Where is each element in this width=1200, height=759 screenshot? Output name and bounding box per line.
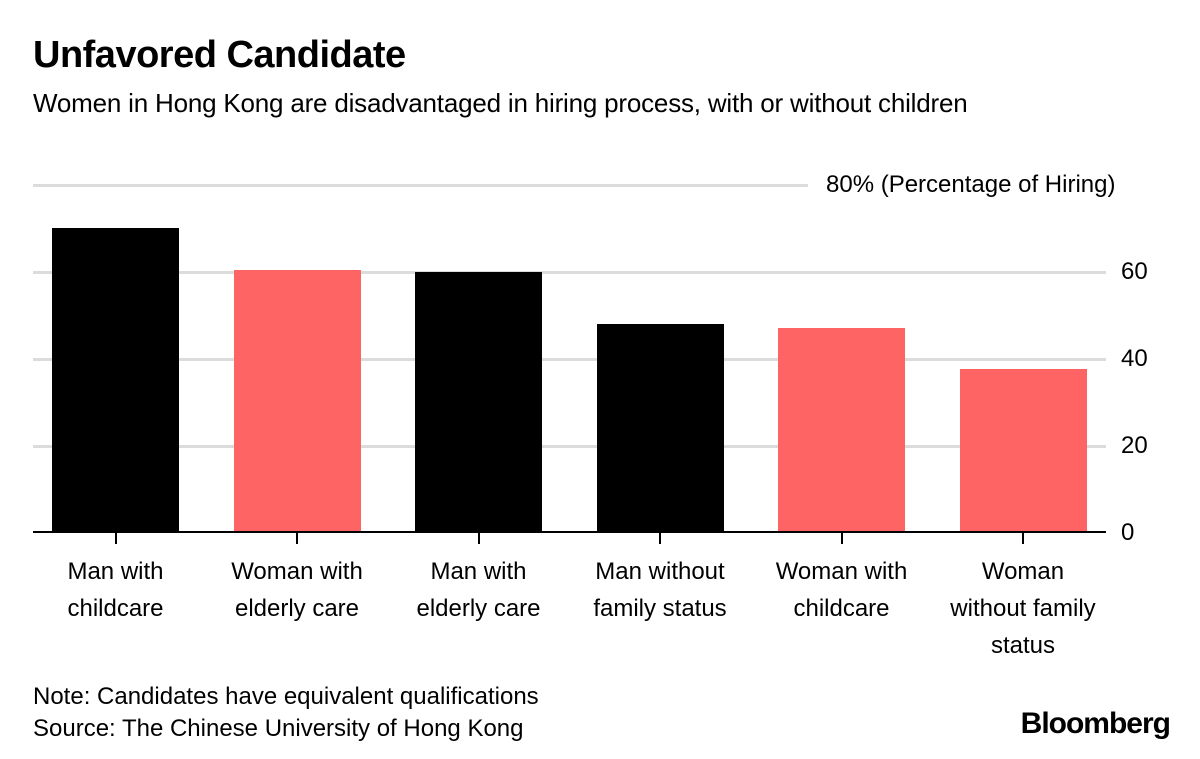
x-tick (840, 533, 843, 544)
x-tick (296, 533, 298, 544)
x-tick (114, 533, 117, 544)
bar (415, 271, 542, 532)
gridline-60 (33, 271, 1106, 274)
y-tick-60: 60 (1121, 258, 1148, 285)
x-tick (1022, 533, 1024, 544)
chart-title: Unfavored Candidate (33, 34, 406, 76)
x-tick (477, 533, 480, 544)
x-tick (659, 533, 661, 544)
x-tick-label: Woman without family status (950, 558, 1096, 659)
chart-notes: Note: Candidates have equivalent qualifi… (33, 681, 539, 745)
chart-subtitle: Women in Hong Kong are disadvantaged in … (33, 88, 968, 118)
y-axis-top-label: 80% (Percentage of Hiring) (826, 171, 1116, 198)
gridline-80 (33, 184, 808, 187)
bar (959, 369, 1087, 532)
bar (233, 269, 361, 532)
gridline-20 (33, 445, 1106, 448)
x-tick-label: Woman with childcare (775, 558, 908, 622)
bar (52, 228, 179, 532)
bar (596, 323, 724, 532)
bar (778, 328, 905, 532)
source-text: Source: The Chinese University of Hong K… (33, 715, 524, 742)
x-tick-label: Woman with elderly care (231, 558, 363, 622)
y-tick-40: 40 (1121, 345, 1148, 372)
note-text: Note: Candidates have equivalent qualifi… (33, 683, 539, 710)
x-tick-label: Man with childcare (67, 558, 164, 622)
y-tick-0: 0 (1121, 519, 1135, 546)
x-tick-label: Man with elderly care (416, 558, 541, 622)
gridline-40 (33, 358, 1106, 361)
y-tick-20: 20 (1121, 432, 1148, 459)
x-tick-label: Man without family status (593, 558, 727, 622)
bloomberg-logo: Bloomberg (1020, 707, 1171, 740)
x-axis-baseline (33, 531, 1106, 533)
